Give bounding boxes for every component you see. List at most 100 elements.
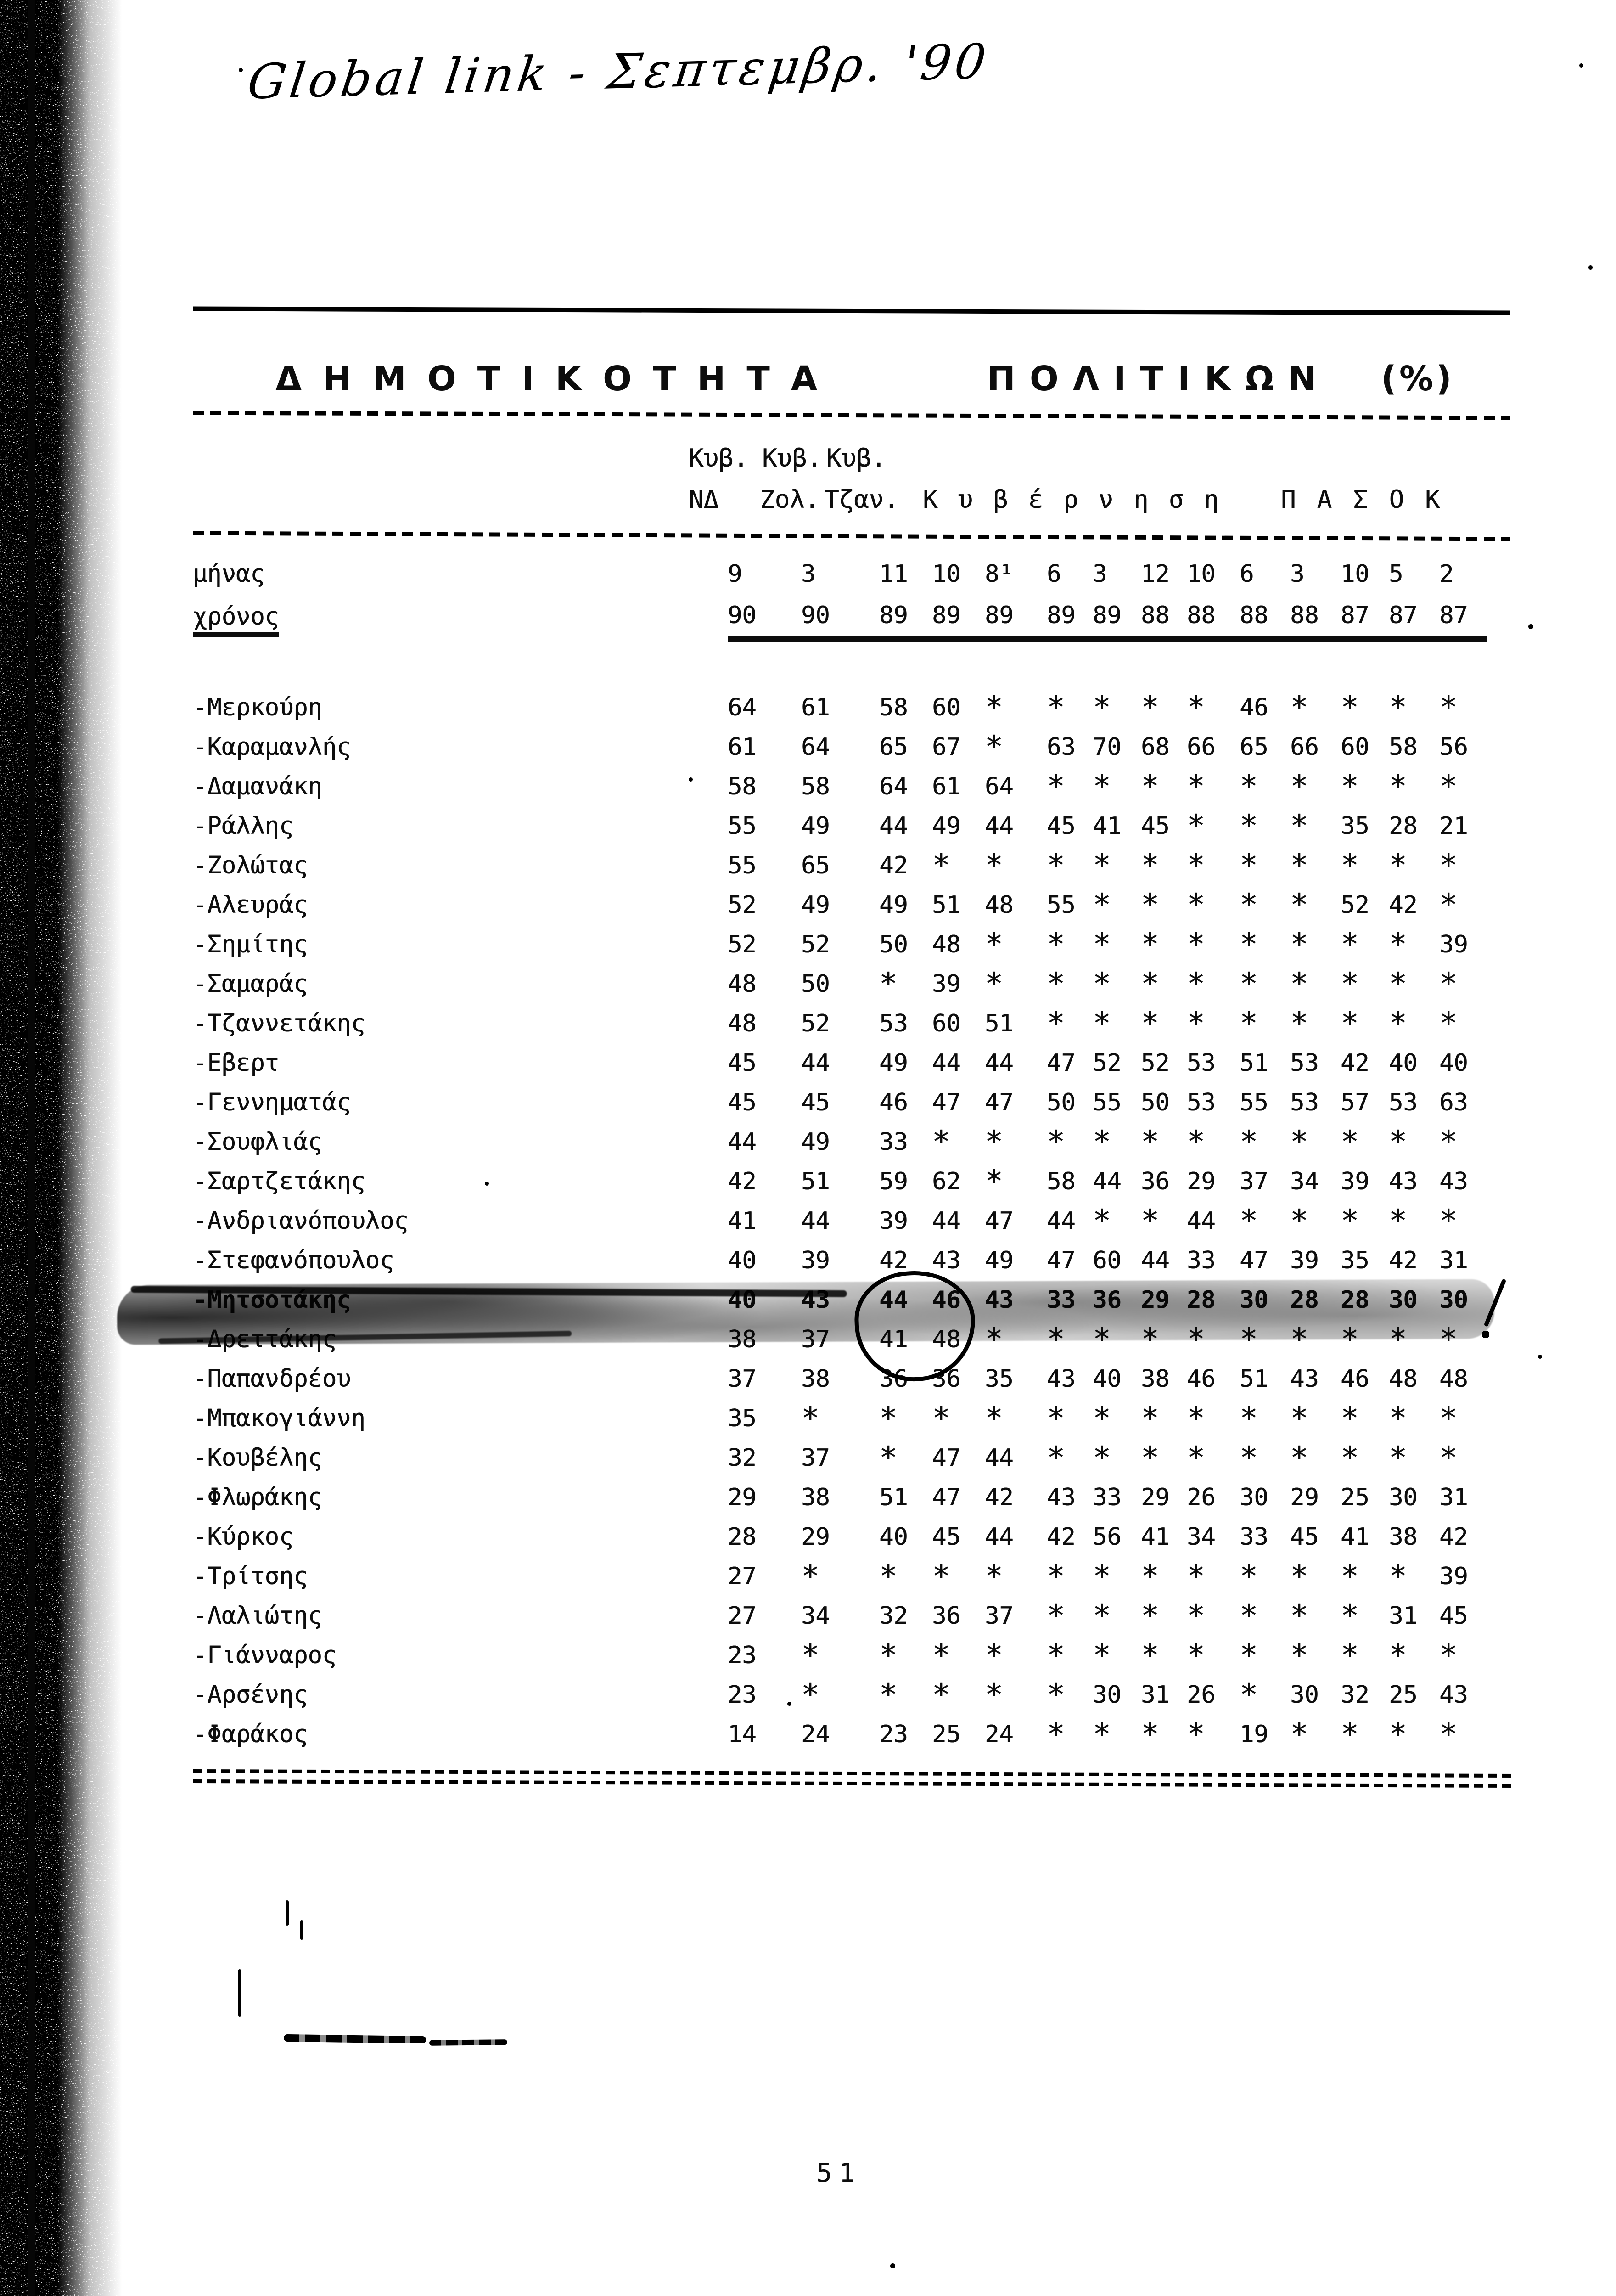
value-cell: *: [1141, 1598, 1159, 1633]
value-cell: 44: [1187, 1207, 1216, 1235]
value-cell: *: [1389, 1716, 1407, 1752]
politician-name: -Δρεττάκης: [193, 1326, 337, 1353]
value-cell: 46: [1341, 1365, 1369, 1393]
politician-row: -Κουβέλης 32 37 * 47 44 * * * * * * * * *: [193, 1438, 1487, 1478]
politician-name: -Μητσοτάκης: [193, 1286, 351, 1314]
value-cell: *: [1141, 1638, 1159, 1673]
value-cell: 34: [801, 1602, 830, 1630]
value-cell: 28: [1290, 1286, 1319, 1314]
politician-name: -Μερκούρη: [193, 694, 322, 721]
value-cell: *: [1047, 1006, 1065, 1041]
page-title: ΔΗΜΟΤΙΚΟΤΗΤΑ: [275, 359, 839, 399]
value-cell: *: [1141, 1322, 1159, 1357]
month-value: 11: [879, 560, 908, 588]
popularity-table: -Μερκούρη 64 61 58 60 * * * * * 46 * * * * -Καραμανλής 6…: [193, 688, 1487, 1754]
value-cell: 36: [1141, 1168, 1170, 1195]
value-cell: 29: [801, 1523, 830, 1551]
politician-name: -Στεφανόπουλος: [193, 1247, 394, 1274]
value-cell: 47: [1240, 1247, 1268, 1274]
value-cell: 41: [1141, 1523, 1170, 1551]
col-header-kyv-tzan: Κυβ.: [826, 444, 887, 473]
title-underline: [192, 411, 1511, 420]
value-cell: 55: [728, 812, 757, 840]
value-cell: *: [1047, 1638, 1065, 1673]
value-cell: *: [1240, 1124, 1258, 1159]
value-cell: *: [1341, 1559, 1359, 1594]
value-cell: 38: [1389, 1523, 1418, 1551]
value-cell: *: [1240, 1440, 1258, 1475]
value-cell: 24: [985, 1721, 1014, 1748]
politician-name: -Κουβέλης: [193, 1444, 322, 1472]
value-cell: 50: [879, 931, 908, 958]
value-cell: 63: [1439, 1089, 1468, 1116]
value-cell: 36: [932, 1365, 961, 1393]
value-cell: 61: [932, 773, 961, 800]
value-cell: 64: [879, 773, 908, 800]
value-cell: 55: [1047, 891, 1076, 919]
value-cell: 25: [1389, 1681, 1418, 1709]
value-cell: 61: [728, 733, 757, 761]
value-cell: *: [985, 1638, 1003, 1673]
value-cell: *: [1240, 927, 1258, 962]
value-cell: 35: [1341, 812, 1369, 840]
value-cell: *: [1341, 966, 1359, 1002]
value-cell: 45: [932, 1523, 961, 1551]
value-cell: 52: [728, 931, 757, 958]
year-value: 88: [1240, 595, 1290, 642]
col-header-pasok: ΠΑΣΟΚ: [1281, 485, 1461, 514]
value-cell: 49: [801, 812, 830, 840]
value-cell: 41: [1341, 1523, 1369, 1551]
value-cell: 37: [801, 1444, 830, 1472]
value-cell: 42: [1389, 1247, 1418, 1274]
politician-name: -Σαμαράς: [193, 970, 308, 998]
value-cell: *: [932, 1638, 950, 1673]
value-cell: *: [1341, 769, 1359, 804]
value-cell: *: [1240, 1677, 1258, 1712]
value-cell: 31: [1141, 1681, 1170, 1709]
value-cell: 43: [1439, 1168, 1468, 1195]
header-underline: [192, 531, 1511, 541]
value-cell: 39: [932, 970, 961, 998]
politician-name: -Καραμανλής: [193, 733, 351, 761]
value-cell: *: [1187, 927, 1205, 962]
value-cell: *: [1187, 690, 1205, 725]
value-cell: *: [1093, 769, 1111, 804]
value-cell: 58: [801, 773, 830, 800]
value-cell: 45: [1290, 1523, 1319, 1551]
value-cell: *: [1240, 1598, 1258, 1633]
month-value: 8¹: [985, 560, 1014, 588]
value-cell: *: [1141, 1203, 1159, 1238]
value-cell: 37: [985, 1602, 1014, 1630]
value-cell: *: [1047, 927, 1065, 962]
value-cell: 37: [1240, 1168, 1268, 1195]
politician-name: -Λαλιώτης: [193, 1602, 322, 1630]
value-cell: 55: [1093, 1089, 1122, 1116]
politician-name: -Τρίτσης: [193, 1563, 308, 1590]
value-cell: *: [985, 690, 1003, 725]
value-cell: 25: [1341, 1484, 1369, 1511]
value-cell: *: [1439, 1716, 1458, 1752]
value-cell: 64: [985, 773, 1014, 800]
value-cell: *: [1439, 1124, 1458, 1159]
value-cell: *: [932, 1559, 950, 1594]
value-cell: 43: [1047, 1484, 1076, 1511]
value-cell: 44: [879, 812, 908, 840]
value-cell: *: [1093, 1716, 1111, 1752]
politician-name: -Μπακογιάννη: [193, 1405, 365, 1432]
value-cell: *: [1439, 1006, 1458, 1041]
value-cell: *: [1240, 1006, 1258, 1041]
value-cell: *: [1047, 1716, 1065, 1752]
value-cell: *: [1093, 1638, 1111, 1673]
value-cell: 37: [728, 1365, 757, 1393]
value-cell: 67: [932, 733, 961, 761]
value-cell: 42: [1341, 1049, 1369, 1077]
value-cell: *: [1389, 927, 1407, 962]
value-cell: 65: [801, 852, 830, 879]
value-cell: *: [1093, 1440, 1111, 1475]
value-cell: 21: [1439, 812, 1468, 840]
value-cell: 55: [728, 852, 757, 879]
politician-row: -Σουφλιάς 44 49 33 * * * * * * * * * * *: [193, 1122, 1487, 1162]
value-cell: 56: [1439, 733, 1468, 761]
value-cell: 30: [1290, 1681, 1319, 1709]
value-cell: *: [1290, 1401, 1308, 1436]
